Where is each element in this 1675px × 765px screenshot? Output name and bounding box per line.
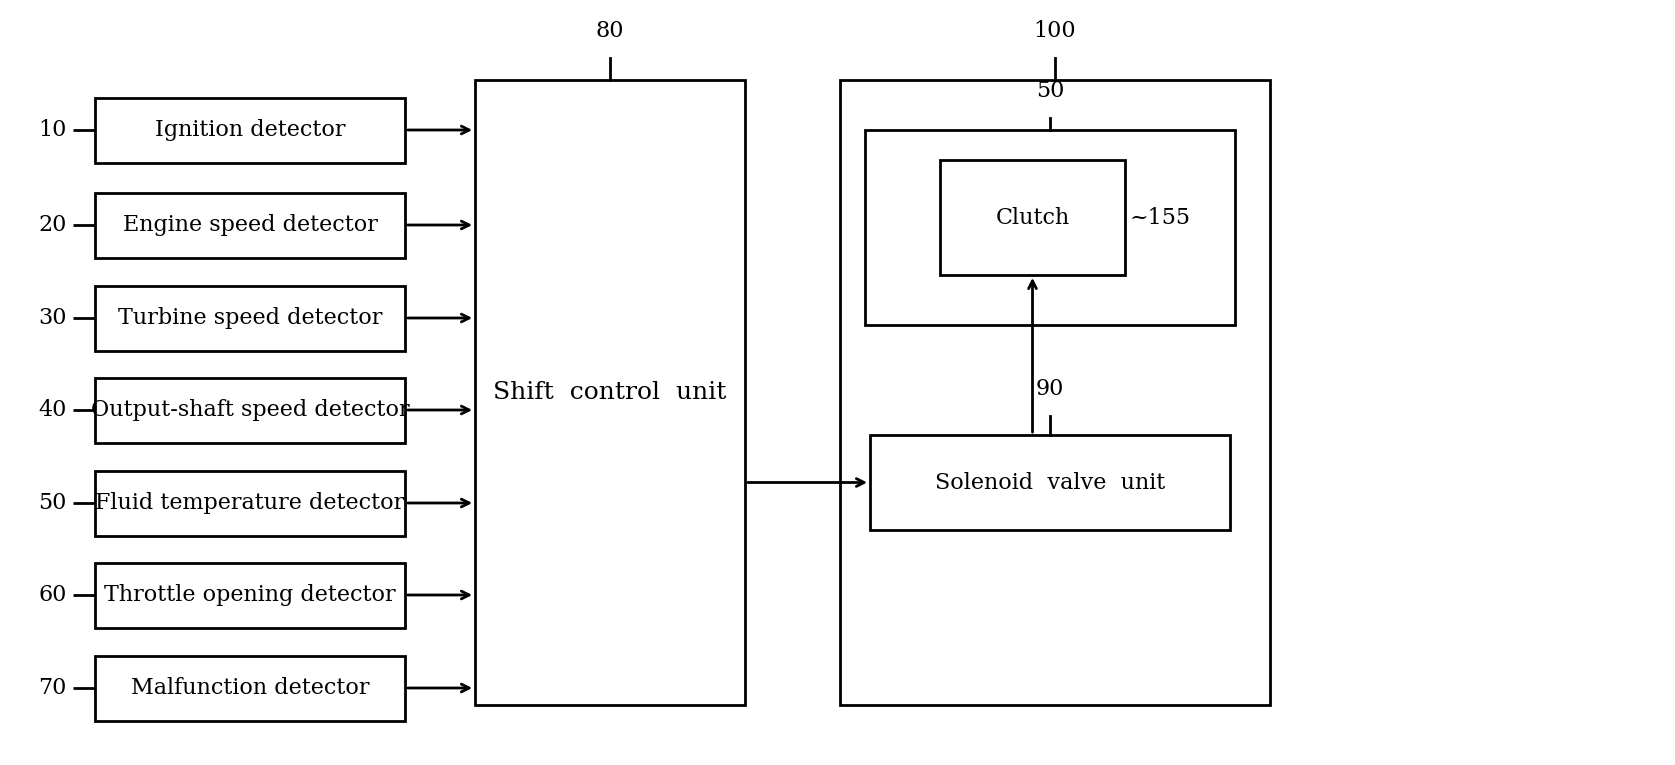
Bar bbox=[95, 193, 405, 258]
Text: Clutch: Clutch bbox=[995, 207, 1070, 229]
Text: Solenoid  valve  unit: Solenoid valve unit bbox=[935, 471, 1166, 493]
Text: Malfunction detector: Malfunction detector bbox=[131, 677, 368, 699]
Text: ~155: ~155 bbox=[1131, 207, 1191, 229]
Bar bbox=[864, 130, 1234, 325]
Bar bbox=[940, 160, 1126, 275]
Text: Ignition detector: Ignition detector bbox=[154, 119, 345, 141]
Text: 80: 80 bbox=[596, 20, 625, 42]
Bar bbox=[869, 435, 1229, 530]
Bar bbox=[95, 97, 405, 162]
Text: Throttle opening detector: Throttle opening detector bbox=[104, 584, 395, 606]
Text: 70: 70 bbox=[39, 677, 67, 699]
Bar bbox=[95, 285, 405, 350]
Text: 100: 100 bbox=[1033, 20, 1077, 42]
Text: 10: 10 bbox=[39, 119, 67, 141]
Bar bbox=[95, 470, 405, 536]
Text: 40: 40 bbox=[39, 399, 67, 421]
Text: Fluid temperature detector: Fluid temperature detector bbox=[95, 492, 405, 514]
Bar bbox=[95, 656, 405, 721]
Text: Shift  control  unit: Shift control unit bbox=[494, 381, 727, 404]
Text: 60: 60 bbox=[39, 584, 67, 606]
Text: 20: 20 bbox=[39, 214, 67, 236]
Bar bbox=[839, 80, 1270, 705]
Text: Engine speed detector: Engine speed detector bbox=[122, 214, 377, 236]
Bar bbox=[95, 562, 405, 627]
Bar bbox=[476, 80, 745, 705]
Text: 50: 50 bbox=[1035, 80, 1064, 102]
Text: 90: 90 bbox=[1035, 378, 1064, 400]
Text: 30: 30 bbox=[39, 307, 67, 329]
Text: 50: 50 bbox=[39, 492, 67, 514]
Text: Output-shaft speed detector: Output-shaft speed detector bbox=[90, 399, 409, 421]
Text: Turbine speed detector: Turbine speed detector bbox=[117, 307, 382, 329]
Bar bbox=[95, 377, 405, 442]
